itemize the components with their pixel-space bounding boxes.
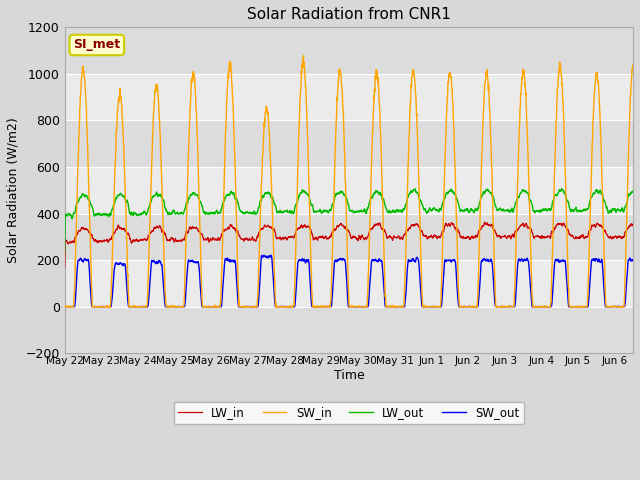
- SW_in: [61, 303, 68, 309]
- LW_out: [120, 193, 127, 199]
- SW_in: [246, 304, 254, 310]
- Line: LW_in: LW_in: [65, 222, 640, 267]
- SW_out: [568, 304, 576, 310]
- X-axis label: Time: Time: [333, 369, 364, 382]
- Bar: [65, 27, 633, 74]
- Bar: [65, 307, 633, 353]
- SW_out: [260, 252, 268, 258]
- LW_in: [246, 237, 254, 242]
- LW_in: [568, 232, 576, 238]
- LW_out: [568, 208, 576, 214]
- SW_out: [65, 304, 73, 310]
- Text: SI_met: SI_met: [73, 38, 120, 51]
- Title: Solar Radiation from CNR1: Solar Radiation from CNR1: [247, 7, 451, 22]
- LW_out: [61, 249, 68, 254]
- Line: LW_out: LW_out: [65, 188, 640, 252]
- LW_out: [535, 208, 543, 214]
- SW_out: [120, 261, 127, 267]
- LW_in: [481, 219, 488, 225]
- Bar: [65, 74, 633, 120]
- LW_out: [246, 210, 254, 216]
- SW_in: [568, 304, 576, 310]
- LW_out: [631, 185, 639, 191]
- Legend: LW_in, SW_in, LW_out, SW_out: LW_in, SW_in, LW_out, SW_out: [173, 402, 524, 424]
- Y-axis label: Solar Radiation (W/m2): Solar Radiation (W/m2): [7, 118, 20, 263]
- SW_in: [120, 142, 127, 148]
- Bar: [65, 120, 633, 167]
- LW_in: [535, 234, 543, 240]
- Bar: [65, 167, 633, 214]
- SW_out: [246, 304, 254, 310]
- LW_in: [394, 234, 401, 240]
- Line: SW_out: SW_out: [65, 255, 640, 307]
- SW_out: [61, 304, 68, 310]
- Bar: [65, 260, 633, 307]
- Bar: [65, 214, 633, 260]
- LW_in: [61, 264, 68, 270]
- Line: SW_in: SW_in: [65, 56, 640, 307]
- LW_in: [120, 226, 127, 232]
- SW_in: [536, 304, 543, 310]
- SW_in: [300, 53, 307, 59]
- LW_out: [394, 207, 401, 213]
- SW_out: [536, 304, 543, 310]
- SW_in: [394, 304, 402, 310]
- SW_in: [61, 304, 69, 310]
- SW_out: [394, 304, 402, 310]
